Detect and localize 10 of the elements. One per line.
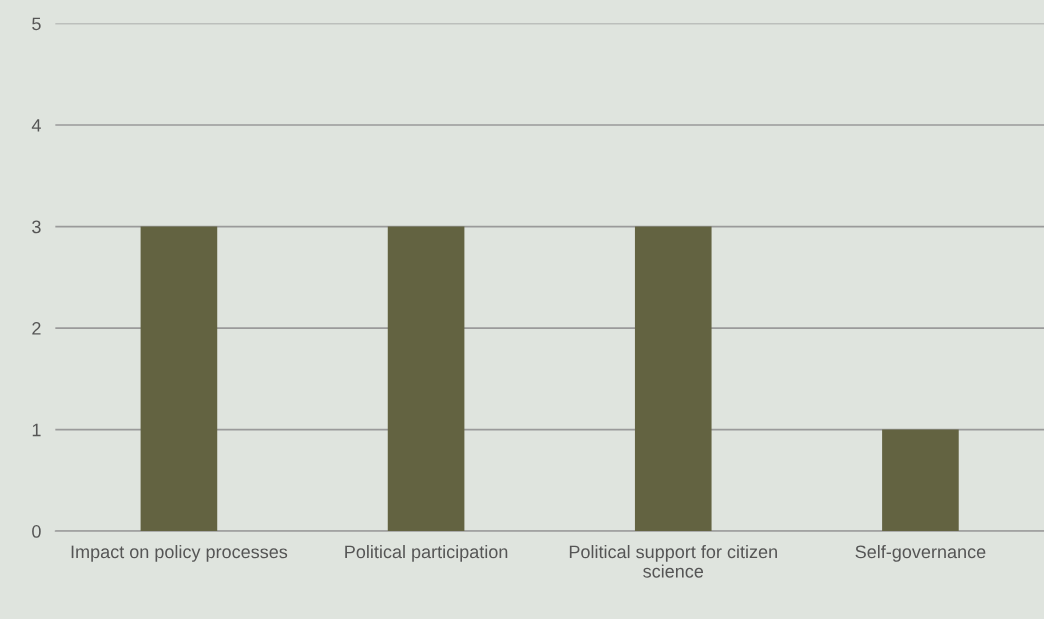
y-tick-label: 0: [32, 525, 41, 538]
y-tick-label: 2: [32, 322, 41, 335]
x-tick-label: Political participation: [345, 544, 508, 562]
x-tick-label: Impact on policy processes: [71, 544, 288, 562]
y-tick-label: 1: [32, 423, 41, 437]
y-tick-label: 5: [32, 17, 41, 31]
y-tick-label: 4: [31, 119, 41, 132]
x-tick-label: Political support for citizen science: [569, 544, 777, 578]
y-tick-label: 3: [32, 220, 41, 234]
x-tick-label: Self-governance: [855, 544, 986, 562]
